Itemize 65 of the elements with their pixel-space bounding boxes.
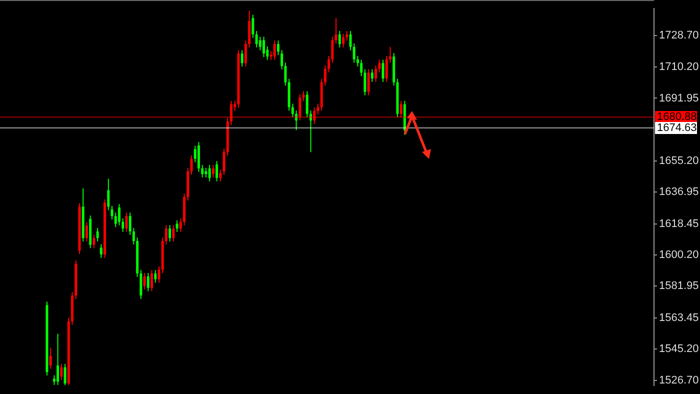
ref-line-label: 1674.63 [657, 122, 697, 134]
candlestick [176, 220, 178, 232]
candlestick [60, 363, 63, 381]
y-tick-label: 1526.70 [659, 374, 699, 387]
y-tick-label: 1618.45 [659, 218, 699, 230]
candlestick [125, 212, 128, 232]
candlestick [197, 142, 200, 172]
candlestick [122, 218, 124, 232]
y-tick-label: 1545.20 [659, 343, 699, 356]
candlestick [295, 110, 298, 131]
candlestick [258, 36, 262, 51]
candlestick [212, 164, 214, 178]
candlestick [374, 65, 378, 82]
candlestick [201, 164, 204, 178]
candlestick [208, 164, 211, 182]
candlestick [342, 33, 345, 48]
y-tick-label: 1581.95 [659, 280, 699, 292]
candlestick [400, 100, 402, 118]
candlestick [370, 68, 374, 82]
candlestick [313, 107, 316, 124]
candlestick [273, 40, 276, 60]
y-tick-label: 1563.45 [659, 312, 699, 324]
candlestick [334, 18, 338, 44]
y-tick-label: 1655.20 [659, 155, 699, 168]
candlestick [168, 224, 172, 242]
candlestick [204, 167, 208, 178]
candlestick [107, 178, 110, 211]
candlestick [216, 160, 218, 182]
candlestick [252, 14, 254, 38]
candlestick [143, 272, 146, 290]
candlestick [367, 68, 370, 96]
y-tick-label: 1636.95 [659, 186, 699, 198]
candlestick [190, 154, 193, 176]
candlestick [118, 204, 120, 226]
candlestick [146, 272, 150, 292]
candlestick [85, 222, 88, 242]
candlestick [49, 347, 52, 370]
candlestick [349, 30, 352, 51]
candlestick [92, 234, 96, 249]
candlestick [244, 40, 247, 68]
candlestick [302, 90, 305, 102]
candlestick [172, 224, 175, 242]
candlestick [262, 36, 266, 58]
candlestick [96, 228, 99, 242]
candlestick [352, 42, 356, 64]
y-tick-label: 1728.70 [659, 29, 699, 42]
candlestick [276, 40, 280, 56]
y-tick-label: 1600.20 [659, 249, 699, 262]
candlestick [240, 50, 244, 68]
candlestick [382, 59, 384, 82]
candlestick [338, 30, 341, 48]
candlestick [100, 244, 102, 258]
candlestick [150, 270, 154, 292]
ref-line-label: 1680.88 [657, 111, 697, 124]
candlestick [219, 169, 222, 182]
candlestick [255, 30, 258, 48]
candlestick [248, 10, 251, 48]
candlestick [179, 218, 182, 232]
candlestick [64, 363, 66, 386]
y-tick-label: 1710.20 [659, 61, 699, 74]
candlestick [298, 94, 302, 121]
candlestick [56, 333, 60, 386]
y-tick-label: 1691.95 [659, 92, 699, 104]
candlestick [158, 266, 160, 284]
candlestick [154, 270, 157, 284]
